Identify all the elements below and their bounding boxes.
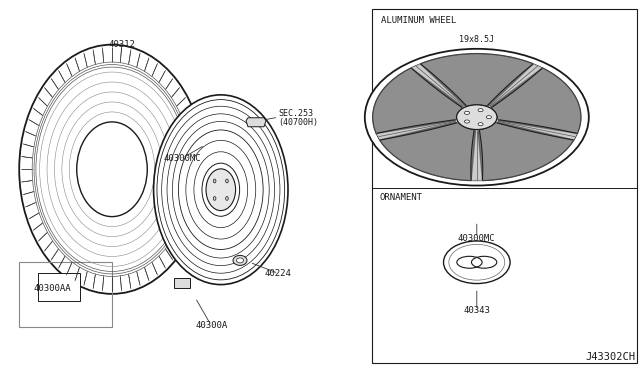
Bar — [372, 9, 637, 363]
Polygon shape — [497, 120, 577, 140]
Polygon shape — [412, 64, 466, 107]
Ellipse shape — [478, 109, 483, 112]
Ellipse shape — [226, 179, 228, 183]
Ellipse shape — [486, 116, 492, 119]
Text: 40300AA: 40300AA — [34, 284, 72, 293]
Text: ALUMINUM WHEEL: ALUMINUM WHEEL — [381, 16, 456, 25]
Text: J43302CH: J43302CH — [585, 352, 635, 362]
Polygon shape — [246, 118, 266, 127]
Ellipse shape — [154, 95, 288, 285]
Ellipse shape — [444, 241, 510, 283]
Polygon shape — [420, 54, 533, 106]
Polygon shape — [491, 68, 581, 134]
Ellipse shape — [237, 258, 243, 263]
Polygon shape — [380, 122, 476, 181]
Text: 40224: 40224 — [265, 269, 292, 278]
Text: SEC.253: SEC.253 — [278, 109, 314, 118]
Text: 40300A: 40300A — [195, 321, 227, 330]
Text: 40300MC: 40300MC — [164, 154, 201, 163]
Text: ORNAMENT: ORNAMENT — [380, 193, 422, 202]
Ellipse shape — [457, 105, 497, 129]
Polygon shape — [478, 122, 574, 181]
Ellipse shape — [465, 120, 470, 123]
Ellipse shape — [478, 123, 483, 126]
Bar — [38, 273, 80, 301]
Ellipse shape — [213, 196, 216, 201]
Ellipse shape — [19, 45, 205, 294]
Bar — [174, 278, 191, 288]
Ellipse shape — [365, 49, 589, 186]
Text: (40700H): (40700H) — [278, 118, 319, 126]
Polygon shape — [372, 68, 463, 134]
Ellipse shape — [213, 179, 216, 183]
Text: 40343: 40343 — [463, 306, 490, 315]
Text: 19x8.5J: 19x8.5J — [460, 35, 494, 44]
Polygon shape — [488, 64, 542, 107]
Ellipse shape — [206, 169, 236, 211]
Polygon shape — [471, 131, 483, 180]
Ellipse shape — [233, 256, 247, 265]
Text: 40300MC: 40300MC — [458, 234, 495, 243]
Text: 40312: 40312 — [108, 40, 135, 49]
Ellipse shape — [226, 196, 228, 201]
Ellipse shape — [465, 111, 470, 114]
Polygon shape — [377, 120, 456, 140]
Bar — [19, 262, 112, 327]
Ellipse shape — [77, 122, 147, 217]
Ellipse shape — [457, 105, 497, 129]
